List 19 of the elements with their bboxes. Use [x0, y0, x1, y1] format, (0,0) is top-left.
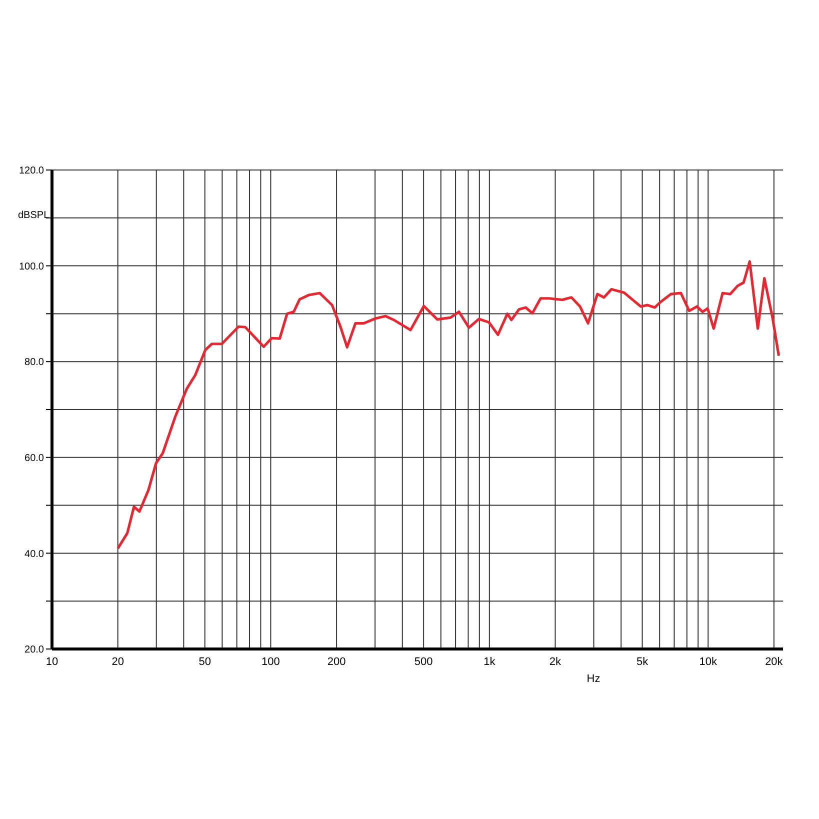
x-tick-label: 200 [327, 656, 346, 668]
x-tick-label: 1k [484, 656, 496, 668]
x-tick-label: 2k [549, 656, 562, 668]
x-tick-label: 100 [262, 656, 280, 668]
y-tick-label: 80.0 [24, 357, 44, 368]
x-tick-label: 500 [414, 656, 433, 668]
y-tick-label: 100.0 [18, 261, 44, 272]
x-axis-title: Hz [586, 673, 600, 685]
x-tick-label: 20 [112, 656, 124, 668]
x-tick-label: 5k [636, 656, 649, 668]
x-tick-label: 10k [699, 656, 718, 668]
x-tick-label: 50 [198, 656, 211, 668]
y-tick-label: 60.0 [24, 452, 44, 464]
y-tick-label: 20.0 [24, 644, 44, 656]
x-tick-label: 20k [765, 656, 784, 668]
y-tick-label: 40.0 [24, 548, 44, 560]
x-tick-label: 10 [46, 656, 58, 668]
y-axis-title: dBSPL [18, 210, 50, 221]
y-tick-label: 120.0 [18, 166, 44, 177]
